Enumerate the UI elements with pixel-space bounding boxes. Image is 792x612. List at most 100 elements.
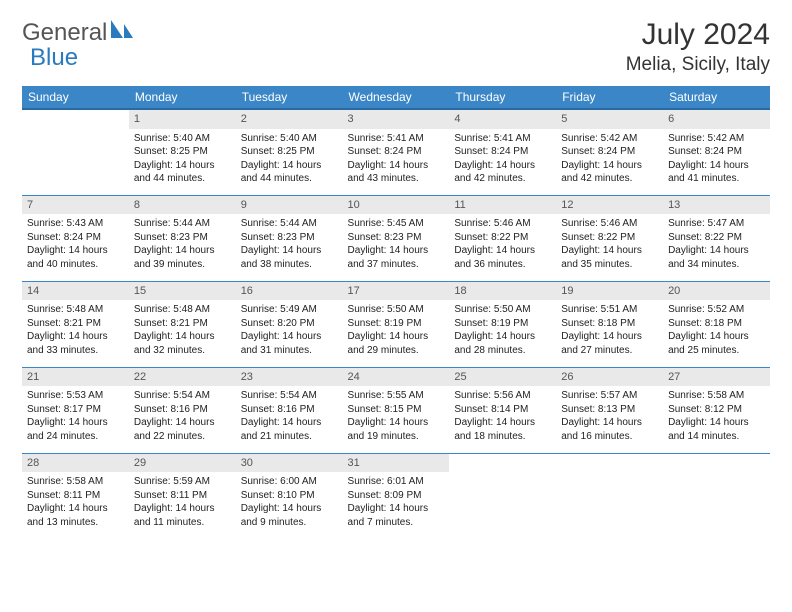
day-number: 16 (236, 282, 343, 301)
sunset-text: Sunset: 8:12 PM (668, 403, 765, 417)
sunset-text: Sunset: 8:16 PM (241, 403, 338, 417)
day-number: 21 (22, 368, 129, 387)
sunrise-text: Sunrise: 5:40 AM (241, 132, 338, 146)
daylight-text: Daylight: 14 hours and 22 minutes. (134, 416, 231, 443)
calendar-day-cell: 27Sunrise: 5:58 AMSunset: 8:12 PMDayligh… (663, 367, 770, 453)
calendar-day-cell: 1Sunrise: 5:40 AMSunset: 8:25 PMDaylight… (129, 109, 236, 195)
daylight-text: Daylight: 14 hours and 33 minutes. (27, 330, 124, 357)
sunrise-text: Sunrise: 5:50 AM (454, 303, 551, 317)
day-detail: Sunrise: 5:47 AMSunset: 8:22 PMDaylight:… (663, 214, 770, 275)
day-number: 22 (129, 368, 236, 387)
day-detail: Sunrise: 5:54 AMSunset: 8:16 PMDaylight:… (236, 386, 343, 447)
sunrise-text: Sunrise: 5:51 AM (561, 303, 658, 317)
sunset-text: Sunset: 8:21 PM (134, 317, 231, 331)
daylight-text: Daylight: 14 hours and 11 minutes. (134, 502, 231, 529)
sunset-text: Sunset: 8:21 PM (27, 317, 124, 331)
sunset-text: Sunset: 8:17 PM (27, 403, 124, 417)
calendar-body: . 1Sunrise: 5:40 AMSunset: 8:25 PMDayligh… (22, 109, 770, 539)
calendar-day-cell: 15Sunrise: 5:48 AMSunset: 8:21 PMDayligh… (129, 281, 236, 367)
sunset-text: Sunset: 8:24 PM (454, 145, 551, 159)
daylight-text: Daylight: 14 hours and 43 minutes. (348, 159, 445, 186)
daylight-text: Daylight: 14 hours and 14 minutes. (668, 416, 765, 443)
sunset-text: Sunset: 8:14 PM (454, 403, 551, 417)
calendar-day-cell: 29Sunrise: 5:59 AMSunset: 8:11 PMDayligh… (129, 453, 236, 539)
sunset-text: Sunset: 8:24 PM (348, 145, 445, 159)
sunset-text: Sunset: 8:22 PM (561, 231, 658, 245)
sunrise-text: Sunrise: 5:55 AM (348, 389, 445, 403)
day-number: 20 (663, 282, 770, 301)
day-number: 3 (343, 110, 450, 129)
sunset-text: Sunset: 8:16 PM (134, 403, 231, 417)
day-detail: Sunrise: 5:48 AMSunset: 8:21 PMDaylight:… (129, 300, 236, 361)
sunrise-text: Sunrise: 5:48 AM (27, 303, 124, 317)
calendar-day-cell: 6Sunrise: 5:42 AMSunset: 8:24 PMDaylight… (663, 109, 770, 195)
sunset-text: Sunset: 8:10 PM (241, 489, 338, 503)
calendar-day-cell: 11Sunrise: 5:46 AMSunset: 8:22 PMDayligh… (449, 195, 556, 281)
calendar-day-cell: 20Sunrise: 5:52 AMSunset: 8:18 PMDayligh… (663, 281, 770, 367)
sunset-text: Sunset: 8:25 PM (241, 145, 338, 159)
weekday-header-row: Sunday Monday Tuesday Wednesday Thursday… (22, 86, 770, 109)
daylight-text: Daylight: 14 hours and 41 minutes. (668, 159, 765, 186)
day-detail: Sunrise: 6:00 AMSunset: 8:10 PMDaylight:… (236, 472, 343, 533)
weekday-header: Tuesday (236, 86, 343, 109)
sunrise-text: Sunrise: 5:59 AM (134, 475, 231, 489)
calendar-day-cell: 14Sunrise: 5:48 AMSunset: 8:21 PMDayligh… (22, 281, 129, 367)
daylight-text: Daylight: 14 hours and 38 minutes. (241, 244, 338, 271)
calendar-day-cell: 19Sunrise: 5:51 AMSunset: 8:18 PMDayligh… (556, 281, 663, 367)
calendar-day-cell: 8Sunrise: 5:44 AMSunset: 8:23 PMDaylight… (129, 195, 236, 281)
day-detail: Sunrise: 5:44 AMSunset: 8:23 PMDaylight:… (236, 214, 343, 275)
day-number: 15 (129, 282, 236, 301)
day-number: 19 (556, 282, 663, 301)
day-number: 29 (129, 454, 236, 473)
calendar-day-cell: 22 Sunrise: 5:54 AMSunset: 8:16 PMDayligh… (129, 367, 236, 453)
location: Melia, Sicily, Italy (626, 54, 770, 76)
sunset-text: Sunset: 8:25 PM (134, 145, 231, 159)
calendar-day-cell: 28Sunrise: 5:58 AMSunset: 8:11 PMDayligh… (22, 453, 129, 539)
header: General July 2024 Melia, Sicily, Italy (22, 18, 770, 76)
calendar-table: Sunday Monday Tuesday Wednesday Thursday… (22, 86, 770, 539)
sunrise-text: Sunrise: 5:54 AM (134, 389, 231, 403)
calendar-week-row: 7Sunrise: 5:43 AMSunset: 8:24 PMDaylight… (22, 195, 770, 281)
day-detail: Sunrise: 5:56 AMSunset: 8:14 PMDaylight:… (449, 386, 556, 447)
daylight-text: Daylight: 14 hours and 34 minutes. (668, 244, 765, 271)
daylight-text: Daylight: 14 hours and 29 minutes. (348, 330, 445, 357)
sunset-text: Sunset: 8:19 PM (348, 317, 445, 331)
day-number: 26 (556, 368, 663, 387)
sunset-text: Sunset: 8:09 PM (348, 489, 445, 503)
sunset-text: Sunset: 8:23 PM (241, 231, 338, 245)
sunset-text: Sunset: 8:22 PM (454, 231, 551, 245)
sunrise-text: Sunrise: 6:01 AM (348, 475, 445, 489)
sunrise-text: Sunrise: 5:44 AM (241, 217, 338, 231)
calendar-day-cell: 12Sunrise: 5:46 AMSunset: 8:22 PMDayligh… (556, 195, 663, 281)
sunrise-text: Sunrise: 5:41 AM (454, 132, 551, 146)
day-number: 5 (556, 110, 663, 129)
day-number: 4 (449, 110, 556, 129)
sunset-text: Sunset: 8:24 PM (668, 145, 765, 159)
sunrise-text: Sunrise: 5:46 AM (561, 217, 658, 231)
daylight-text: Daylight: 14 hours and 37 minutes. (348, 244, 445, 271)
calendar-day-cell: 17 Sunrise: 5:50 AMSunset: 8:19 PMDayligh… (343, 281, 450, 367)
day-detail: Sunrise: 6:01 AMSunset: 8:09 PMDaylight:… (343, 472, 450, 533)
calendar-day-cell: 7Sunrise: 5:43 AMSunset: 8:24 PMDaylight… (22, 195, 129, 281)
day-detail: Sunrise: 5:44 AMSunset: 8:23 PMDaylight:… (129, 214, 236, 275)
daylight-text: Daylight: 14 hours and 44 minutes. (134, 159, 231, 186)
day-detail: Sunrise: 5:50 AMSunset: 8:19 PMDaylight:… (449, 300, 556, 361)
day-detail: Sunrise: 5:58 AMSunset: 8:12 PMDaylight:… (663, 386, 770, 447)
day-detail: Sunrise: 5:53 AMSunset: 8:17 PMDaylight:… (22, 386, 129, 447)
sunrise-text: Sunrise: 5:41 AM (348, 132, 445, 146)
calendar-day-cell: 13Sunrise: 5:47 AMSunset: 8:22 PMDayligh… (663, 195, 770, 281)
sunrise-text: Sunrise: 5:52 AM (668, 303, 765, 317)
day-detail: Sunrise: 5:48 AMSunset: 8:21 PMDaylight:… (22, 300, 129, 361)
day-detail: Sunrise: 5:52 AMSunset: 8:18 PMDaylight:… (663, 300, 770, 361)
sunset-text: Sunset: 8:23 PM (134, 231, 231, 245)
day-detail: Sunrise: 5:46 AMSunset: 8:22 PMDaylight:… (449, 214, 556, 275)
day-number: 7 (22, 196, 129, 215)
day-detail: Sunrise: 5:42 AMSunset: 8:24 PMDaylight:… (556, 129, 663, 190)
calendar-day-cell: . (449, 453, 556, 539)
daylight-text: Daylight: 14 hours and 13 minutes. (27, 502, 124, 529)
daylight-text: Daylight: 14 hours and 25 minutes. (668, 330, 765, 357)
sunset-text: Sunset: 8:18 PM (561, 317, 658, 331)
day-number: 17 (343, 282, 450, 301)
day-number: 30 (236, 454, 343, 473)
sunrise-text: Sunrise: 5:50 AM (348, 303, 445, 317)
